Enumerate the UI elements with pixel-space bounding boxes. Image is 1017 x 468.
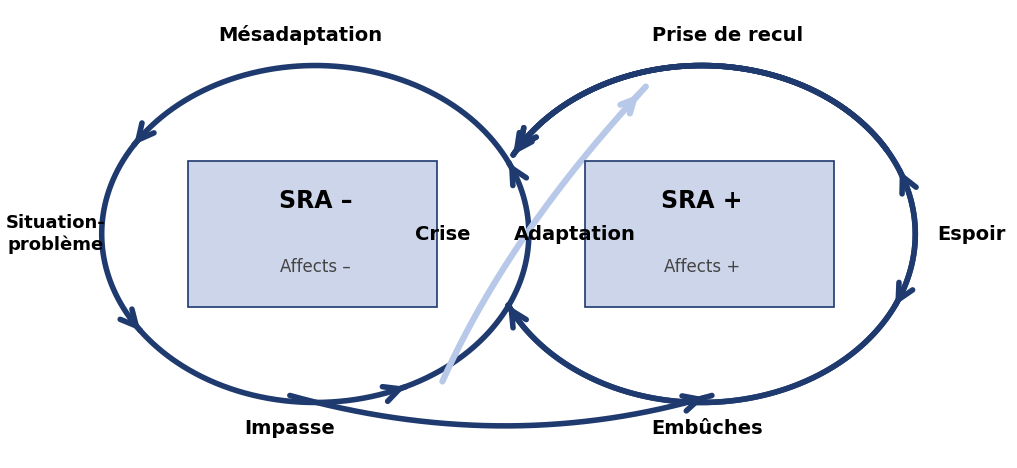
Text: Crise: Crise: [415, 225, 470, 243]
Text: Mésadaptation: Mésadaptation: [218, 25, 382, 45]
Text: Embûches: Embûches: [651, 419, 763, 438]
Text: SRA +: SRA +: [661, 189, 742, 213]
Text: Impasse: Impasse: [244, 419, 336, 438]
Text: Espoir: Espoir: [937, 225, 1006, 243]
Text: SRA –: SRA –: [279, 189, 352, 213]
FancyBboxPatch shape: [188, 161, 437, 307]
Text: Prise de recul: Prise de recul: [652, 26, 802, 44]
Text: Affects +: Affects +: [664, 258, 739, 276]
FancyBboxPatch shape: [585, 161, 834, 307]
Text: Adaptation: Adaptation: [514, 225, 636, 243]
Text: Affects –: Affects –: [280, 258, 351, 276]
Text: Situation-
problème: Situation- problème: [6, 214, 106, 254]
